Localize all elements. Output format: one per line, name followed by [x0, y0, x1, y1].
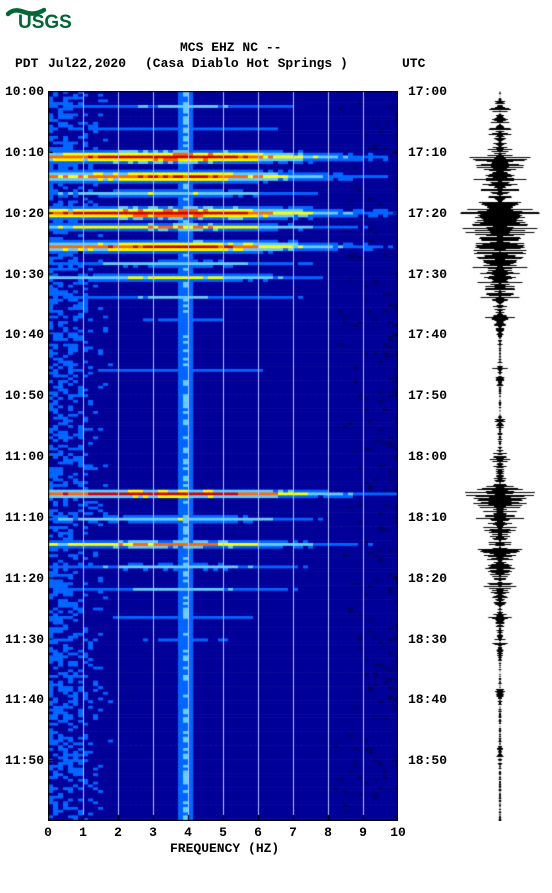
ytick-left: 11:20: [5, 571, 44, 586]
ytick-left: 11:40: [5, 692, 44, 707]
ytick-left: 10:30: [5, 267, 44, 282]
ytick-left: 10:20: [5, 206, 44, 221]
xtick: 1: [73, 825, 93, 840]
xtick: 6: [248, 825, 268, 840]
xtick: 9: [353, 825, 373, 840]
seismogram-canvas: [455, 91, 545, 821]
ytick-right: 17:10: [408, 145, 447, 160]
ytick-right: 18:20: [408, 571, 447, 586]
ytick-right: 18:50: [408, 753, 447, 768]
ytick-left: 11:00: [5, 449, 44, 464]
ytick-right: 17:20: [408, 206, 447, 221]
ytick-right: 18:40: [408, 692, 447, 707]
xtick: 7: [283, 825, 303, 840]
usgs-logo: USGS: [6, 4, 106, 36]
ytick-right: 18:30: [408, 632, 447, 647]
xtick: 10: [388, 825, 408, 840]
ytick-left: 10:50: [5, 388, 44, 403]
usgs-logo-text: USGS: [18, 12, 72, 32]
ytick-left: 11:10: [5, 510, 44, 525]
ytick-left: 11:30: [5, 632, 44, 647]
ytick-right: 18:00: [408, 449, 447, 464]
ytick-right: 18:10: [408, 510, 447, 525]
xtick: 3: [143, 825, 163, 840]
header-station: (Casa Diablo Hot Springs ): [145, 56, 348, 71]
ytick-left: 10:00: [5, 84, 44, 99]
header-date: Jul22,2020: [48, 56, 126, 71]
ytick-right: 17:30: [408, 267, 447, 282]
ytick-left: 10:40: [5, 327, 44, 342]
ytick-right: 17:00: [408, 84, 447, 99]
xtick: 0: [38, 825, 58, 840]
xtick: 5: [213, 825, 233, 840]
header-right-tz: UTC: [402, 56, 425, 71]
xtick: 2: [108, 825, 128, 840]
xtick: 8: [318, 825, 338, 840]
x-axis-label: FREQUENCY (HZ): [170, 841, 279, 856]
ytick-left: 11:50: [5, 753, 44, 768]
header-line1: MCS EHZ NC --: [180, 40, 281, 55]
xtick: 4: [178, 825, 198, 840]
ytick-right: 17:50: [408, 388, 447, 403]
header-left-tz: PDT: [15, 56, 38, 71]
page-root: USGS MCS EHZ NC -- PDT Jul22,2020 (Casa …: [0, 0, 552, 893]
ytick-left: 10:10: [5, 145, 44, 160]
ytick-right: 17:40: [408, 327, 447, 342]
spectrogram-canvas: [48, 91, 398, 821]
